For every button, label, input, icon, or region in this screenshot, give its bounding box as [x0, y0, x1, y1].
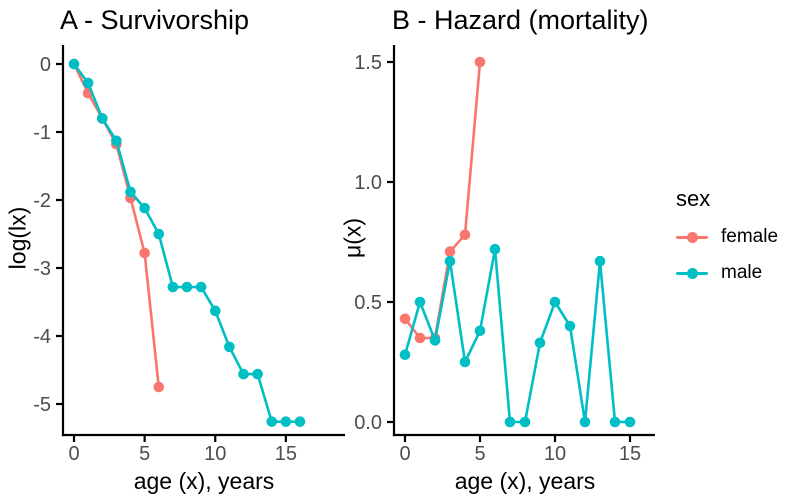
male-point-panel-a: [153, 228, 165, 240]
female-point-panel-a: [139, 247, 150, 259]
legend: sex female male: [676, 186, 778, 299]
x-tick-label: 5: [474, 443, 485, 465]
x-tick-label: 10: [204, 443, 226, 465]
y-tick-label: 1.0: [354, 172, 382, 194]
male-point-panel-a: [209, 305, 221, 317]
male-point-panel-a: [96, 113, 108, 124]
male-point-panel-a: [139, 202, 150, 214]
male-point-panel-b: [564, 320, 576, 332]
panel-b-title: B - Hazard (mortality): [392, 5, 649, 35]
panel-a-x-axis-label: age (x), years: [133, 468, 275, 494]
panel-b-x-axis-label: age (x), years: [454, 468, 596, 494]
male-point-panel-a: [111, 135, 122, 147]
male-point-panel-a: [125, 186, 136, 198]
male-point-panel-b: [414, 296, 426, 308]
y-tick-label: 1.5: [354, 52, 382, 74]
male-point-panel-b: [474, 325, 486, 337]
male-point-panel-b: [609, 416, 621, 428]
male-point-panel-b: [444, 255, 456, 267]
male-point-panel-b: [399, 349, 411, 361]
y-tick-label: 0: [40, 54, 51, 76]
male-line-panel-b: [403, 247, 632, 424]
y-tick-label: 0.0: [354, 412, 382, 434]
y-tick-label: 0.5: [354, 292, 382, 314]
legend-key-male-icon: [676, 265, 708, 281]
male-point-panel-b: [429, 335, 441, 346]
male-point-panel-a: [224, 341, 235, 353]
male-point-panel-a: [238, 368, 249, 380]
female-point-panel-a: [153, 381, 165, 393]
y-tick-label: -1: [33, 122, 51, 144]
male-point-panel-a: [82, 77, 94, 89]
male-point-panel-a: [181, 281, 193, 293]
male-point-panel-b: [579, 416, 591, 428]
female-point-panel-b: [444, 246, 456, 257]
female-point-panel-b: [459, 229, 471, 241]
legend-item-label: male: [721, 262, 763, 283]
x-tick-label: 0: [68, 443, 79, 465]
male-point-panel-a: [167, 281, 179, 293]
legend-item-female: female: [676, 226, 779, 247]
male-point-panel-b: [534, 337, 546, 349]
y-tick-label: -5: [33, 394, 51, 416]
legend-title: sex: [676, 186, 711, 211]
male-point-panel-b: [504, 416, 516, 428]
legend-item-male: male: [676, 262, 778, 283]
male-point-panel-b: [624, 416, 636, 428]
female-line-panel-a: [72, 62, 161, 389]
male-point-panel-b: [459, 356, 471, 368]
male-line-panel-a: [72, 62, 302, 423]
female-point-panel-b: [474, 56, 486, 68]
x-tick-label: 5: [139, 443, 150, 465]
x-tick-label: 15: [275, 443, 297, 465]
male-point-panel-b: [489, 243, 501, 255]
legend-key-female-icon: [676, 229, 708, 245]
x-tick-label: 15: [619, 443, 641, 465]
male-point-panel-a: [266, 416, 278, 427]
male-point-panel-a: [294, 416, 306, 427]
panel-a-title: A - Survivorship: [60, 5, 250, 35]
y-tick-label: -2: [33, 190, 51, 212]
female-point-panel-b: [414, 332, 426, 344]
male-point-panel-a: [252, 368, 263, 380]
x-tick-label: 10: [544, 443, 566, 465]
male-point-panel-a: [280, 416, 292, 427]
male-point-panel-b: [519, 416, 531, 428]
x-tick-label: 0: [399, 443, 410, 465]
male-point-panel-b: [594, 255, 606, 267]
male-point-panel-a: [195, 281, 207, 293]
male-point-panel-b: [549, 296, 561, 308]
y-tick-label: -4: [33, 326, 51, 348]
male-point-panel-a: [68, 58, 80, 70]
legend-item-label: female: [721, 226, 779, 247]
female-point-panel-b: [399, 313, 411, 325]
y-tick-label: -3: [33, 258, 51, 280]
